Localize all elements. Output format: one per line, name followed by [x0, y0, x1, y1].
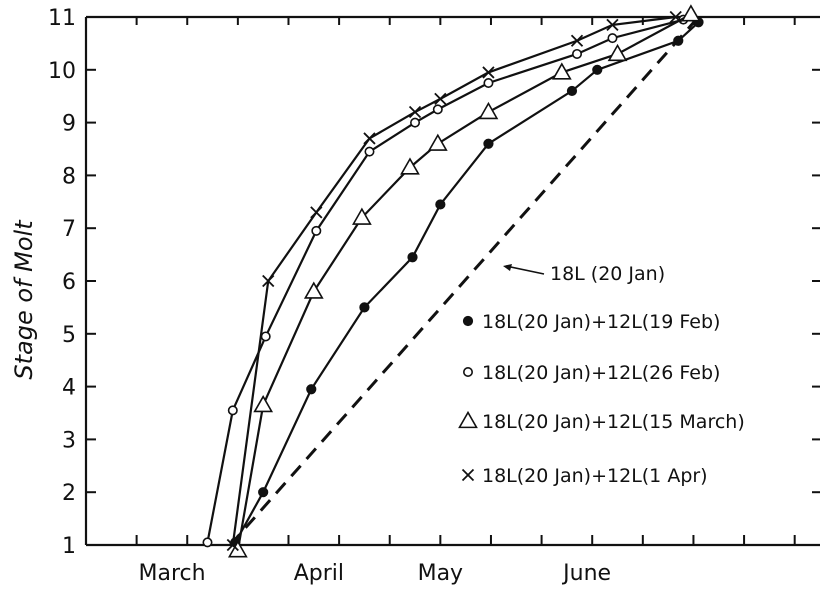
data-point	[407, 252, 418, 263]
series-line	[236, 13, 692, 551]
legend-item-3: 18L(20 Jan)+12L(26 Feb)	[462, 362, 720, 384]
data-point	[482, 66, 495, 79]
y-tick-label: 3	[62, 428, 76, 453]
data-point	[410, 117, 421, 128]
data-point	[669, 10, 682, 24]
series-4	[227, 4, 701, 558]
data-point	[352, 207, 372, 225]
data-point	[359, 302, 370, 313]
data-point-stroke	[434, 92, 447, 105]
data-point	[572, 48, 583, 59]
legend-item-4: 18L(20 Jan)+12L(15 March)	[458, 410, 745, 433]
data-point	[306, 384, 317, 395]
legend-item-5: 18L(20 Jan)+12L(1 Apr)	[461, 465, 708, 487]
data-point	[483, 78, 494, 89]
data-point	[607, 43, 628, 62]
data-point	[607, 33, 618, 44]
data-point	[551, 62, 572, 80]
legend-item-1: 18L (20 Jan)	[503, 263, 665, 285]
data-point	[592, 64, 603, 75]
data-point	[260, 331, 271, 342]
data-point-stroke	[363, 132, 376, 145]
legend-label: 18L(20 Jan)+12L(26 Feb)	[482, 362, 720, 384]
y-tick-label: 4	[62, 376, 76, 401]
series-line	[229, 16, 700, 546]
data-point	[227, 405, 238, 416]
data-point	[202, 537, 213, 548]
legend-arrow	[505, 265, 545, 275]
legend-label: 18L(20 Jan)+12L(15 March)	[482, 411, 745, 433]
data-point-stroke	[606, 18, 619, 32]
legend-label: 18L(20 Jan)+12L(19 Feb)	[482, 311, 720, 333]
x-tick-label: March	[139, 561, 206, 586]
ticks: 1 2 3 4 5 6 7 8 9 10 11 March April May June	[48, 6, 820, 586]
data-point	[462, 366, 473, 377]
legend-item-2: 18L(20 Jan)+12L(19 Feb)	[462, 311, 720, 333]
data-point	[478, 101, 499, 120]
series-1	[229, 16, 700, 546]
x-tick-label: April	[294, 561, 344, 586]
data-point	[673, 35, 684, 46]
data-point	[364, 146, 375, 157]
y-tick-label: 7	[62, 217, 76, 242]
data-point	[311, 225, 322, 236]
data-point	[258, 487, 269, 498]
y-tick-label: 2	[62, 481, 76, 506]
data-point	[310, 206, 323, 219]
y-tick-label: 9	[62, 112, 76, 137]
data-point-stroke	[262, 274, 275, 288]
data-point	[303, 281, 324, 299]
data-point	[461, 468, 475, 482]
data-point	[400, 157, 420, 175]
data-point	[253, 394, 274, 413]
y-tick-label: 10	[48, 59, 76, 84]
data-point-stroke	[570, 34, 584, 47]
series-layer	[202, 4, 704, 558]
series-5	[226, 10, 682, 552]
y-tick-label: 11	[48, 6, 76, 31]
data-point-stroke	[226, 538, 239, 552]
legend-label: 18L (20 Jan)	[550, 263, 665, 285]
x-tick-label: June	[561, 561, 611, 586]
data-point	[606, 18, 619, 32]
y-tick-label: 8	[62, 164, 76, 189]
data-point-stroke	[310, 206, 323, 219]
data-point	[435, 199, 446, 210]
y-axis-title: Stage of Molt	[10, 219, 38, 380]
data-point	[681, 4, 701, 22]
legend-label: 18L(20 Jan)+12L(1 Apr)	[482, 465, 708, 487]
data-point	[363, 132, 376, 145]
data-point	[462, 315, 474, 327]
data-point-stroke	[461, 468, 475, 482]
data-point-stroke	[669, 10, 682, 24]
series-line	[231, 15, 676, 546]
data-point	[262, 274, 275, 288]
y-tick-label: 6	[62, 270, 76, 295]
data-point	[458, 410, 478, 429]
data-point	[483, 138, 494, 149]
data-point	[226, 538, 239, 552]
legend-arrowhead	[503, 264, 512, 271]
y-tick-label: 1	[62, 534, 76, 559]
data-point-stroke	[408, 105, 422, 119]
data-point	[427, 133, 448, 151]
data-point	[434, 92, 447, 105]
data-point	[570, 34, 584, 47]
x-tick-label: May	[418, 561, 463, 586]
data-point	[566, 85, 578, 97]
axes	[84, 15, 820, 547]
data-point	[432, 104, 443, 115]
data-point	[408, 105, 422, 119]
legend: 18L (20 Jan) 18L(20 Jan)+12L(19 Feb) 18L(2…	[458, 263, 745, 487]
y-tick-label: 5	[62, 323, 76, 348]
data-point-stroke	[482, 66, 495, 79]
